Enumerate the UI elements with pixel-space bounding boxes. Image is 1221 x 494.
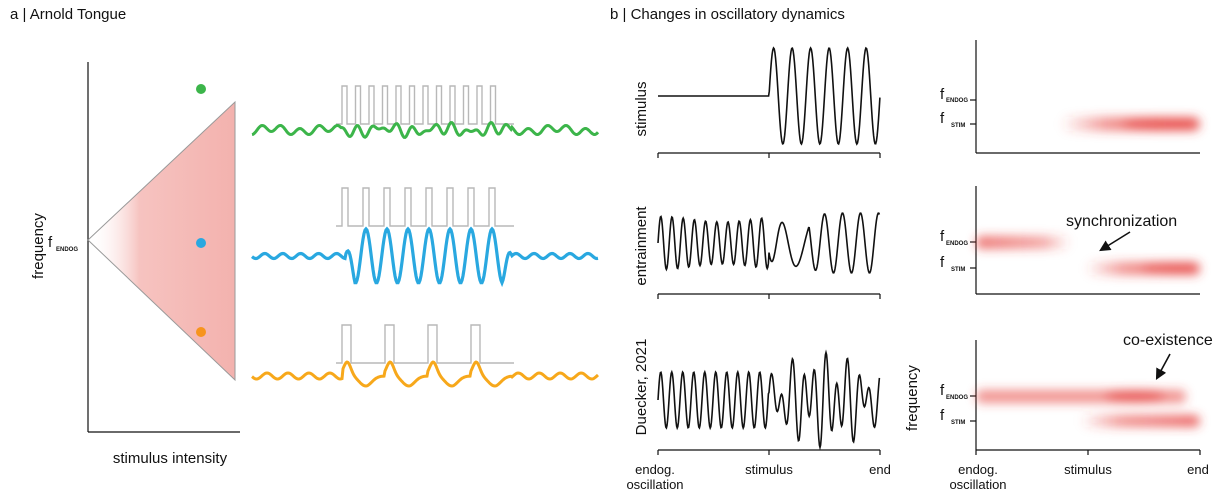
svg-text:f: f <box>940 407 945 424</box>
spectrogram-row3-power <box>976 390 1200 427</box>
svg-text:f: f <box>940 254 945 271</box>
row-label-duecker: Duecker, 2021 <box>633 339 650 436</box>
spec-x-tick-endog: endog. <box>958 462 998 477</box>
x-tick-stimulus: stimulus <box>745 462 793 477</box>
trace-axes <box>657 152 881 455</box>
f-endog-label-row3: f ENDOG <box>940 382 968 401</box>
oscillation-trace-blue <box>251 226 599 288</box>
x-tick-oscillation: oscillation <box>626 477 683 492</box>
svg-text:f: f <box>940 382 945 399</box>
orange-dot <box>196 327 206 337</box>
spec-x-tick-stimulus: stimulus <box>1064 462 1112 477</box>
pulse-train-blue <box>336 187 514 227</box>
f-endog-label-row2: f ENDOG <box>940 228 968 247</box>
svg-text:STIM: STIM <box>951 267 965 273</box>
row-label-entrainment: entrainment <box>633 206 650 286</box>
blue-dot <box>196 238 206 248</box>
f-stim-label-row2: f STIM <box>940 254 965 273</box>
svg-text:f: f <box>48 234 53 251</box>
panel-a-xlabel: stimulus intensity <box>113 450 228 467</box>
arnold-tongue-region <box>87 100 236 382</box>
panel-a-ylabel: frequency <box>30 213 47 279</box>
f-stim-label-row3: f STIM <box>940 407 965 426</box>
svg-text:ENDOG: ENDOG <box>56 247 78 253</box>
f-endog-label-a: f ENDOG <box>48 234 78 253</box>
annotation-coexistence: co-existence <box>1123 332 1213 349</box>
panel-b-title: b | Changes in oscillatory dynamics <box>610 6 845 23</box>
svg-text:ENDOG: ENDOG <box>946 241 968 247</box>
stimulus-trace <box>658 46 881 146</box>
entrainment-trace <box>657 212 881 274</box>
row-label-stimulus: stimulus <box>633 81 650 136</box>
svg-text:ENDOG: ENDOG <box>946 395 968 401</box>
x-tick-end: end <box>869 462 891 477</box>
coex-arrow <box>1155 353 1171 380</box>
f-endog-label-row1: f ENDOG <box>940 86 968 104</box>
svg-text:ENDOG: ENDOG <box>946 98 968 104</box>
spec-x-tick-end: end <box>1187 462 1209 477</box>
svg-text:f: f <box>940 228 945 245</box>
green-dot <box>196 84 206 94</box>
x-tick-endog: endog. <box>635 462 675 477</box>
oscillation-trace-orange <box>251 360 600 388</box>
svg-text:f: f <box>940 86 945 103</box>
panel-a-title: a | Arnold Tongue <box>10 6 126 23</box>
spec-x-tick-oscillation: oscillation <box>949 477 1006 492</box>
svg-text:STIM: STIM <box>951 420 965 426</box>
spectrogram-row1-power <box>1060 117 1200 131</box>
duecker-trace <box>657 349 881 451</box>
pulse-train-green <box>336 85 514 125</box>
sync-arrow <box>1099 231 1131 252</box>
oscillation-trace-green <box>251 120 600 139</box>
f-stim-label-row1: f STIM <box>940 110 965 129</box>
annotation-synchronization: synchronization <box>1066 213 1177 230</box>
spectrogram-axes <box>970 40 1201 455</box>
spectrogram-ylabel: frequency <box>904 365 921 431</box>
spectrogram-row2-power <box>976 236 1200 275</box>
svg-text:STIM: STIM <box>951 123 965 129</box>
pulse-train-orange <box>336 324 514 364</box>
svg-text:f: f <box>940 110 945 127</box>
